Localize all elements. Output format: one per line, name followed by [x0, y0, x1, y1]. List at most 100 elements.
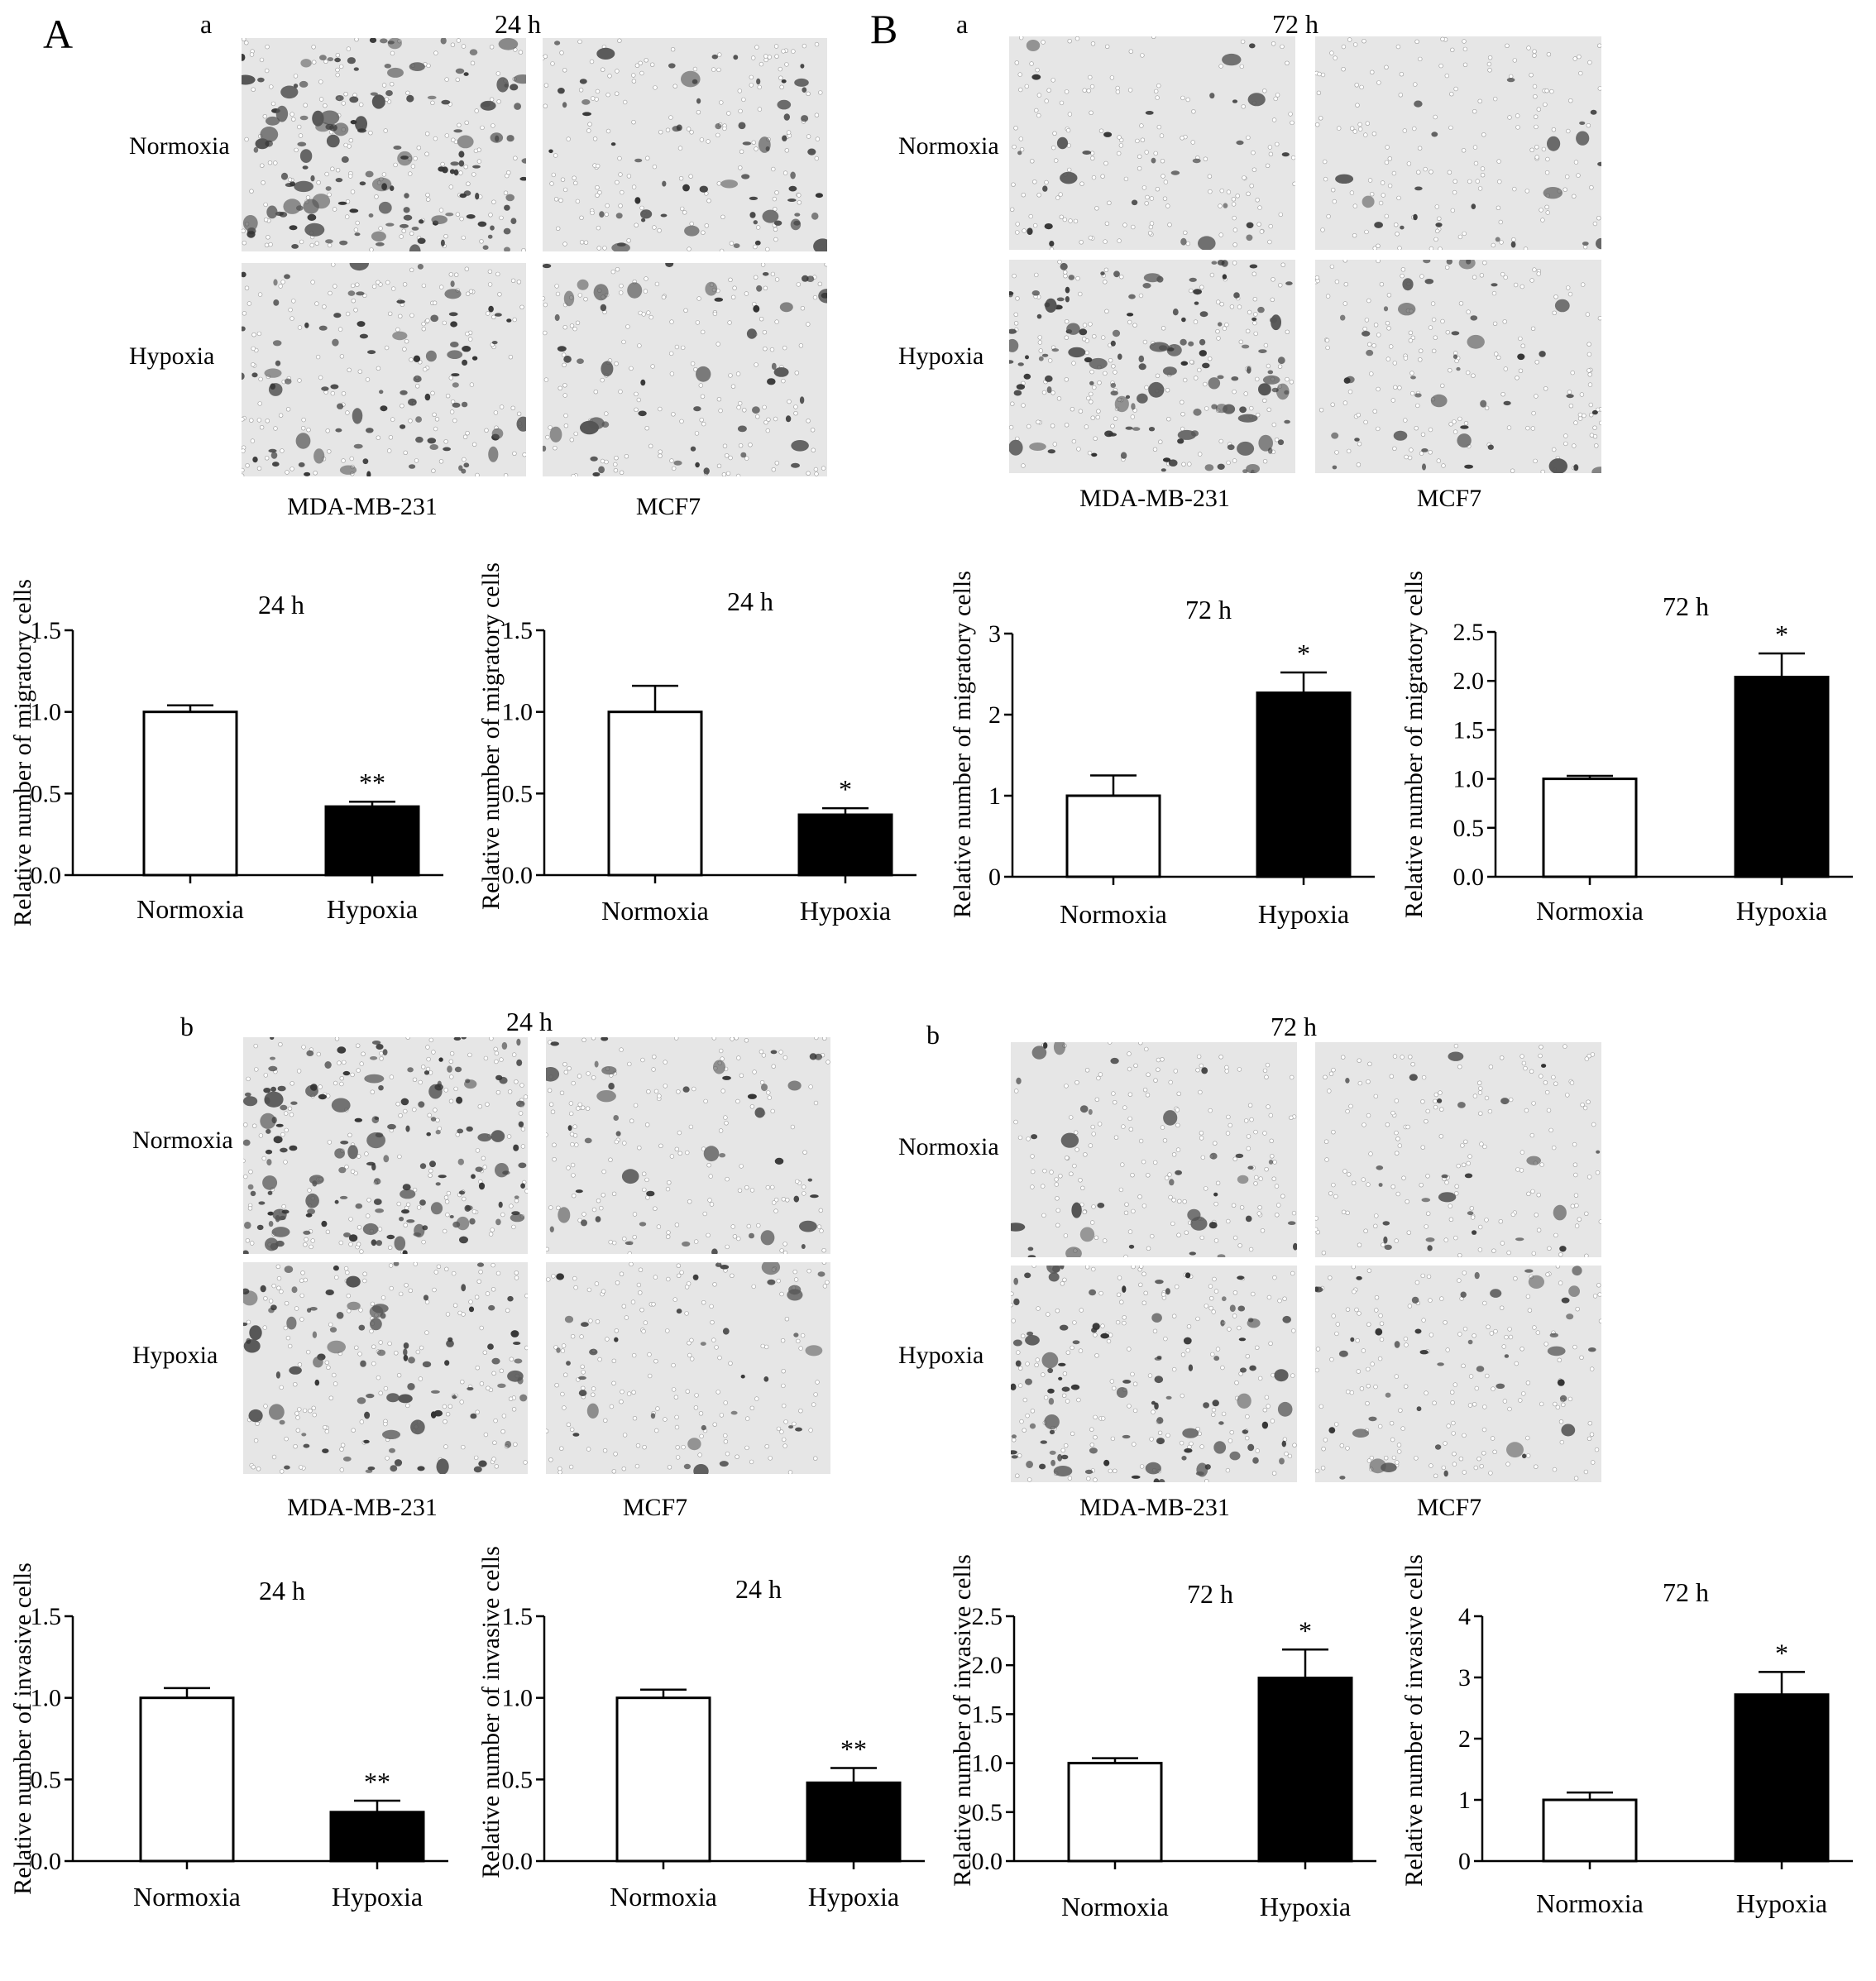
micrograph-normoxia-mcf7 [543, 38, 827, 251]
bar-chart-migration-72h-mcf7: 72 h Relative number of migratory cells 0.… [1400, 571, 1853, 926]
micrograph-background [1315, 1042, 1601, 1257]
stained-cells [1331, 260, 1601, 473]
y-tick-label: 1 [1458, 1787, 1471, 1814]
y-tick-label: 1.5 [502, 1603, 534, 1630]
y-tick-label: 1.0 [1453, 766, 1485, 793]
chart-title: 72 h [1187, 1579, 1233, 1609]
row-label-normoxia: Normoxia [898, 1133, 999, 1160]
column-label-mcf7: MCF7 [623, 1494, 687, 1521]
significance-marker: ** [359, 768, 385, 797]
chart-title: 72 h [1185, 595, 1232, 624]
y-tick-label: 0.0 [31, 862, 62, 889]
y-tick-label: 2 [988, 701, 1001, 729]
membrane-pores [543, 263, 827, 476]
micrograph-background [1009, 260, 1295, 473]
bar-normoxia [607, 711, 703, 877]
y-tick-label: 2.0 [1453, 668, 1485, 695]
subpanel-letter: b [926, 1020, 940, 1050]
chart-title: 72 h [1663, 1577, 1709, 1607]
time-label: 72 h [1271, 1012, 1317, 1041]
y-tick-label: 2 [1458, 1725, 1471, 1753]
chart-title: 24 h [258, 590, 304, 620]
column-label-mcf7: MCF7 [1417, 1494, 1481, 1521]
membrane-pores [1315, 260, 1601, 473]
y-tick-label: 0 [988, 864, 1001, 891]
y-tick-label: 0.0 [1453, 864, 1485, 891]
stained-cells [243, 1262, 528, 1474]
stained-cells [1011, 1266, 1293, 1482]
y-axis-label: Relative number of invasive cells [1400, 1554, 1428, 1887]
micrograph-background [242, 38, 526, 251]
panel-letter-A: A [43, 11, 73, 57]
micrograph-hypoxia-mda-mb-231 [1009, 260, 1295, 473]
chart-title: 24 h [735, 1574, 782, 1604]
y-tick-label: 1.0 [31, 699, 62, 726]
membrane-pores [546, 1262, 830, 1474]
row-label-normoxia: Normoxia [132, 1127, 233, 1154]
significance-marker: ** [840, 1735, 867, 1764]
stained-cells [1017, 40, 1290, 250]
stained-cells [543, 263, 827, 476]
micrograph-hypoxia-mcf7 [543, 263, 827, 476]
y-tick-label: 1.5 [31, 617, 62, 644]
y-tick-label: 2.0 [972, 1652, 1003, 1679]
stained-cells [1009, 260, 1293, 473]
chart-title: 24 h [727, 586, 773, 616]
significance-marker: * [1775, 1638, 1788, 1668]
x-tick-label: Normoxia [136, 894, 244, 924]
micrograph-background [1009, 36, 1295, 250]
x-tick-label: Hypoxia [1736, 1888, 1827, 1918]
y-tick-label: 4 [1458, 1603, 1471, 1630]
x-tick-label: Normoxia [610, 1882, 717, 1912]
bar-hypoxia [806, 1781, 902, 1863]
y-tick-label: 1.0 [502, 1685, 534, 1712]
y-tick-label: 1.5 [502, 617, 534, 644]
time-label: 24 h [506, 1007, 553, 1036]
bar-hypoxia [324, 805, 420, 877]
micrograph-grid [242, 38, 827, 476]
y-tick-label: 0.5 [31, 780, 62, 807]
row-label-normoxia: Normoxia [898, 132, 999, 160]
y-tick-label: 1.5 [1453, 716, 1485, 744]
y-tick-label: 1.0 [31, 1685, 62, 1712]
y-axis-label: Relative number of invasive cells [9, 1562, 36, 1895]
column-label-mda-mb-231: MDA-MB-231 [287, 493, 438, 520]
micrograph-hypoxia-mcf7 [1315, 1266, 1601, 1482]
y-tick-label: 1.5 [972, 1701, 1003, 1728]
x-tick-label: Normoxia [1060, 899, 1167, 929]
x-tick-label: Hypoxia [808, 1882, 899, 1912]
y-tick-label: 2.5 [972, 1603, 1003, 1630]
subpanel-letter: a [200, 9, 212, 39]
significance-marker: * [1299, 1615, 1312, 1645]
bar-hypoxia [1734, 675, 1830, 878]
micrograph-normoxia-mcf7 [546, 1037, 830, 1254]
stained-cells [1335, 78, 1601, 250]
y-tick-label: 1.0 [972, 1750, 1003, 1778]
bar-chart-invasion-24h-mda-mb-231: 24 h Relative number of invasive cells0.0… [9, 1562, 448, 1912]
micrograph-hypoxia-mda-mb-231 [243, 1262, 528, 1474]
chart-title: 24 h [259, 1576, 305, 1605]
stained-cells [1011, 1042, 1297, 1257]
bar-chart-invasion-72h-mcf7: 72 h Relative number of invasive cells 0 1 2… [1400, 1554, 1853, 1918]
y-tick-label: 1 [988, 782, 1001, 810]
micrograph-section-A-a: a 24 h Normoxia Hypoxia MDA-MB-231 MCF7 [129, 9, 827, 520]
stained-cells [556, 1262, 826, 1474]
stained-cells [548, 41, 827, 251]
micrograph-background [1011, 1042, 1297, 1257]
y-axis-label: Relative number of invasive cells [477, 1546, 505, 1878]
panel-letter-B: B [870, 6, 897, 52]
micrograph-background [242, 263, 526, 476]
micrograph-normoxia-mda-mb-231 [1011, 1042, 1297, 1257]
micrograph-normoxia-mcf7 [1315, 36, 1601, 250]
y-tick-label: 0.0 [31, 1848, 62, 1875]
stained-cells [243, 1037, 527, 1254]
micrograph-background [1011, 1266, 1297, 1482]
y-axis-label: Relative number of invasive cells [949, 1554, 976, 1887]
bar-normoxia [142, 711, 238, 877]
x-tick-label: Hypoxia [327, 894, 418, 924]
bar-normoxia [615, 1696, 711, 1863]
bar-normoxia [139, 1696, 235, 1863]
y-tick-label: 0.5 [1453, 815, 1485, 842]
micrograph-background [243, 1037, 528, 1254]
